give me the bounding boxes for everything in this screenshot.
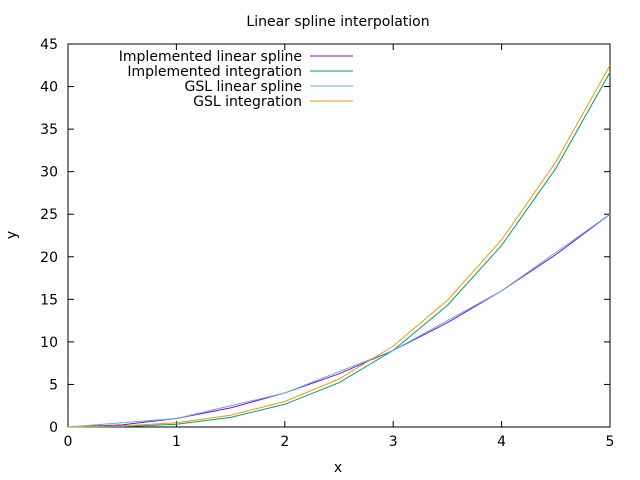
chart-title: Linear spline interpolation	[246, 14, 429, 30]
y-tick-label: 10	[40, 335, 58, 351]
y-tick-label: 30	[40, 165, 58, 181]
legend-label: GSL integration	[193, 94, 302, 110]
plot-frame	[67, 43, 611, 428]
series-group	[67, 65, 611, 428]
y-tick-label: 35	[40, 122, 58, 138]
x-tick-label: 5	[606, 434, 615, 450]
y-tick-label: 25	[40, 207, 58, 223]
y-tick-label: 20	[40, 250, 58, 266]
legend-label: GSL linear spline	[185, 79, 302, 95]
y-tick-label: 40	[40, 80, 58, 96]
x-tick-label: 3	[389, 434, 398, 450]
series-line-1	[67, 213, 611, 428]
x-tick-label: 2	[280, 434, 289, 450]
y-axis-label: y	[4, 231, 20, 239]
x-tick-label: 4	[497, 434, 506, 450]
series-line-2	[67, 72, 611, 428]
y-tick-label: 0	[49, 420, 58, 436]
legend-label: Implemented linear spline	[119, 49, 302, 65]
y-tick-label: 5	[49, 377, 58, 393]
y-tick-label: 15	[40, 292, 58, 308]
series-line-4	[67, 65, 611, 428]
x-axis-label: x	[334, 460, 342, 476]
y-tick-label: 45	[40, 37, 58, 53]
series-line-3	[67, 213, 611, 428]
x-tick-label: 0	[64, 434, 73, 450]
x-tick-label: 1	[172, 434, 181, 450]
legend-label: Implemented integration	[127, 64, 302, 80]
